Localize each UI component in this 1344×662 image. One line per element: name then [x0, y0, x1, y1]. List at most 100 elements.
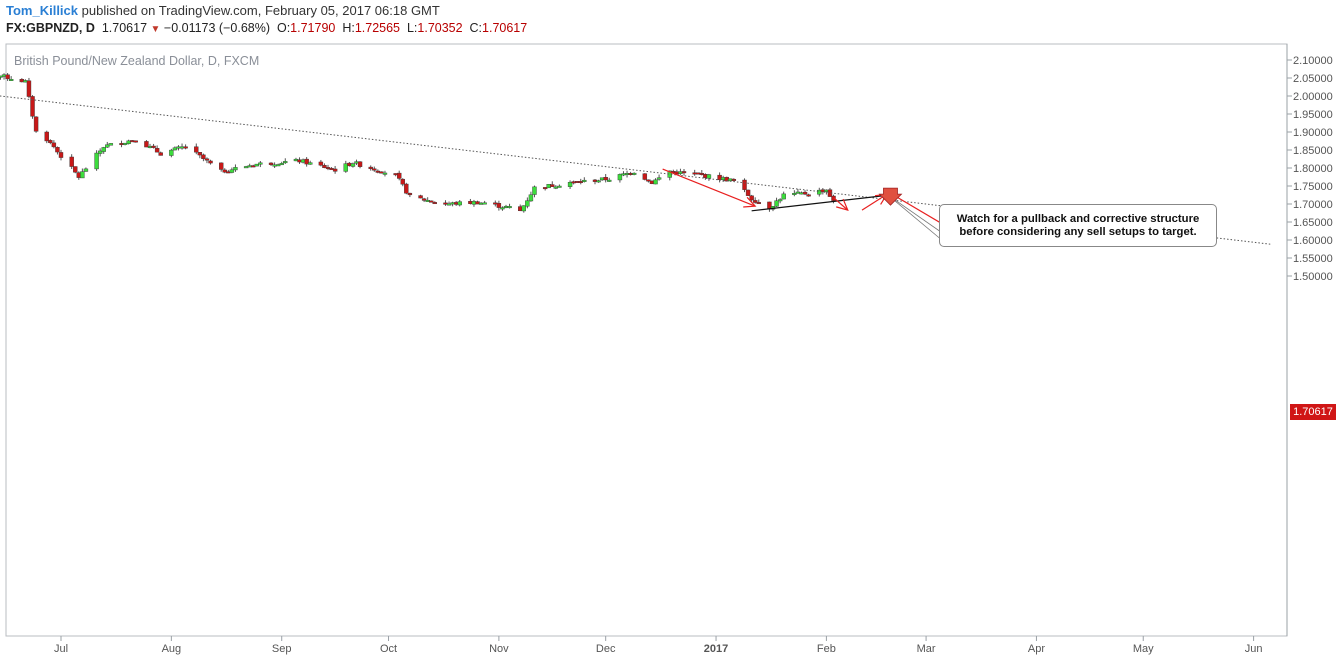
- symbol-label[interactable]: FX:GBPNZD, D: [6, 21, 95, 35]
- support-line: [751, 195, 884, 212]
- candle-down: [806, 194, 811, 197]
- candle-down: [197, 152, 203, 156]
- candle-down: [802, 191, 808, 195]
- price-axis: 2.10000 2.05000 2.00000 1.95000 1.90000 1.850…: [1287, 55, 1333, 283]
- candle-up: [382, 172, 388, 175]
- candle-up: [457, 201, 462, 206]
- x-tick-label: Nov: [489, 643, 509, 655]
- close-label: C:: [469, 21, 483, 35]
- candle-down: [407, 192, 413, 196]
- ohlc-bar: FX:GBPNZD, D 1.70617 ▼ −0.01173 (−0.68%)…: [6, 21, 527, 35]
- candle-down: [742, 179, 747, 190]
- candle-down: [397, 172, 402, 179]
- candle-up: [482, 202, 487, 205]
- candle-down: [379, 171, 384, 174]
- x-tick-label: May: [1133, 643, 1154, 655]
- candle-down: [51, 142, 57, 148]
- candle-up: [507, 206, 512, 209]
- x-tick-label: 2017: [704, 643, 728, 655]
- candle-up: [631, 172, 637, 175]
- x-tick-label: Jun: [1245, 643, 1263, 655]
- close-value: 1.70617: [482, 21, 528, 35]
- candle-down: [318, 161, 324, 166]
- candle-down: [194, 146, 199, 153]
- projection-arrow-2-head: [836, 198, 849, 212]
- candle-down: [158, 152, 163, 156]
- candle-down: [144, 141, 149, 148]
- candle-down: [208, 160, 213, 164]
- candles-group: [0, 72, 836, 213]
- candle-down: [218, 162, 224, 170]
- candle-up: [532, 186, 537, 195]
- candle-down: [151, 145, 156, 148]
- y-tick-label: 2.05000: [1293, 73, 1333, 85]
- y-tick-label: 2.10000: [1293, 55, 1333, 67]
- candle-up: [283, 161, 288, 164]
- candle-down: [251, 165, 256, 168]
- candle-down: [322, 165, 327, 169]
- candle-up: [343, 163, 348, 172]
- published-text: published on TradingView.com, February 0…: [78, 3, 440, 18]
- candle-down: [699, 173, 704, 175]
- candle-down: [542, 187, 548, 190]
- candle-up: [169, 149, 174, 156]
- candle-down: [304, 158, 309, 165]
- candle-down: [204, 158, 210, 161]
- candle-up: [97, 150, 103, 154]
- author-link[interactable]: Tom_Killick: [6, 3, 79, 18]
- candle-up: [617, 174, 623, 181]
- candle-down: [756, 202, 761, 205]
- candle-up: [350, 163, 356, 167]
- candle-up: [774, 200, 779, 207]
- candle-up: [656, 177, 662, 180]
- candle-down: [69, 156, 74, 167]
- open-label: O:: [276, 21, 291, 35]
- down-arrow-icon: ▼: [150, 24, 161, 35]
- y-tick-label: 1.80000: [1293, 163, 1333, 175]
- time-axis: Jul Aug Sep Oct Nov Dec 2017 Feb Mar Apr May Jun: [54, 636, 1263, 655]
- candle-up: [528, 194, 534, 202]
- x-tick-label: Feb: [817, 643, 836, 655]
- candle-up: [258, 162, 263, 165]
- candle-down: [603, 177, 608, 181]
- candle-down: [745, 189, 751, 196]
- candle-up: [781, 193, 786, 200]
- candle-down: [496, 203, 502, 208]
- candle-down: [222, 169, 227, 173]
- y-tick-label: 1.85000: [1293, 145, 1333, 157]
- y-tick-label: 1.95000: [1293, 109, 1333, 121]
- candle-up: [83, 168, 89, 172]
- candle-up: [557, 185, 562, 188]
- candle-up: [126, 140, 131, 144]
- x-tick-label: Aug: [162, 643, 182, 655]
- candle-down: [646, 179, 651, 182]
- candle-down: [432, 202, 437, 205]
- candle-down: [731, 178, 737, 181]
- publication-info: Tom_Killick published on TradingView.com…: [6, 3, 440, 18]
- candle-up: [308, 162, 313, 165]
- down-marker-icon: [878, 187, 903, 206]
- candle-down: [5, 74, 10, 80]
- candle-down: [133, 140, 138, 143]
- candle-up: [525, 200, 530, 207]
- last-price: 1.70617: [101, 21, 148, 35]
- candle-down: [368, 166, 373, 170]
- candle-up: [275, 164, 281, 167]
- candle-down: [421, 198, 427, 201]
- y-tick-label: 1.50000: [1293, 271, 1333, 283]
- candle-up: [229, 169, 235, 173]
- high-value: 1.72565: [354, 21, 400, 35]
- candle-down: [418, 195, 423, 199]
- candle-down: [73, 166, 78, 173]
- candle-down: [372, 168, 377, 171]
- candle-down: [26, 80, 32, 97]
- candle-down: [33, 116, 39, 132]
- candle-down: [681, 171, 687, 174]
- candle-down: [48, 140, 53, 143]
- candle-up: [254, 163, 260, 167]
- candle-up: [500, 207, 505, 210]
- y-tick-label: 1.70000: [1293, 199, 1333, 211]
- candle-up: [0, 75, 3, 78]
- x-tick-label: Mar: [917, 643, 936, 655]
